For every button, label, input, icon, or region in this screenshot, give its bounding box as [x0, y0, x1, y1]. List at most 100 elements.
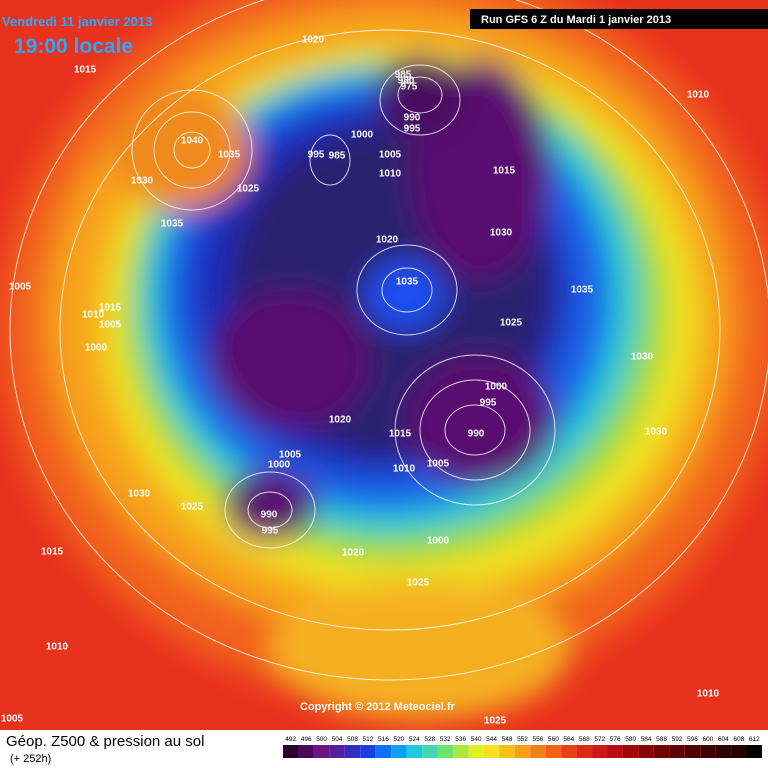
isobar-label: 1010	[687, 90, 710, 101]
legend-swatch	[530, 745, 546, 758]
isobar-label: 1025	[484, 716, 507, 727]
legend-tick: 500	[316, 736, 327, 743]
legend-tick: 592	[672, 736, 683, 743]
legend-swatch	[684, 745, 701, 758]
legend-swatch	[391, 745, 407, 758]
legend-tick: 576	[610, 736, 621, 743]
isobar-label: 1030	[490, 228, 513, 239]
legend-tick: 512	[363, 736, 374, 743]
legend-tick: 568	[579, 736, 590, 743]
isobar-label: 1005	[1, 714, 24, 725]
legend-tick: 584	[641, 736, 652, 743]
isobar-label: 1035	[218, 150, 241, 161]
legend-swatch	[329, 745, 345, 758]
isobar-label: 980	[398, 76, 415, 87]
isobar-label: 1025	[237, 184, 260, 195]
isobar-label: 995	[404, 124, 421, 135]
legend-tick: 596	[687, 736, 698, 743]
legend-tick: 564	[563, 736, 574, 743]
isobar-label: 1020	[342, 548, 365, 559]
legend-tick: 536	[455, 736, 466, 743]
legend-tick: 504	[332, 736, 343, 743]
legend-tick: 540	[471, 736, 482, 743]
isobar-label: 1010	[379, 169, 402, 180]
legend-swatch	[638, 745, 654, 758]
isobar-label: 1005	[379, 150, 402, 161]
legend-tick: 492	[285, 736, 296, 743]
legend-tick: 556	[533, 736, 544, 743]
isobar-label: 1020	[329, 415, 352, 426]
legend-swatch	[452, 745, 469, 758]
legend-swatch	[669, 745, 685, 758]
isobar-label: 1005	[9, 282, 32, 293]
isobar-label: 1010	[82, 310, 105, 321]
legend-swatch	[622, 745, 639, 758]
legend: 492 496 500 504 508 512 516 520 524 528 532 536 540 5…	[283, 736, 762, 758]
legend-swatch	[715, 745, 732, 758]
isobar-label: 1030	[131, 176, 154, 187]
legend-swatch	[375, 745, 392, 758]
legend-tick: 520	[393, 736, 404, 743]
footer-title: Géop. Z500 & pression au sol	[6, 733, 204, 750]
isobar-label: 985	[395, 70, 412, 81]
isobar-label: 1040	[181, 136, 204, 147]
isobar-label: 995	[308, 150, 325, 161]
isobar-label: 1000	[485, 382, 508, 393]
legend-tick: 580	[625, 736, 636, 743]
legend-tick: 604	[718, 736, 729, 743]
legend-tick: 572	[594, 736, 605, 743]
isobar-label: 1035	[161, 219, 184, 230]
isobar-label: 985	[329, 151, 346, 162]
isobar-label: 1005	[427, 459, 450, 470]
isobar-label: 1020	[302, 35, 325, 46]
isobar-label: 975	[401, 82, 418, 93]
isobar-label: 1015	[99, 303, 122, 314]
legend-tick: 600	[702, 736, 713, 743]
legend-swatch	[313, 745, 330, 758]
isobar-label: 1035	[571, 285, 594, 296]
legend-swatch	[731, 745, 747, 758]
legend-tick: 508	[347, 736, 358, 743]
legend-tick: 532	[440, 736, 451, 743]
isobar-label: 990	[468, 429, 485, 440]
isobar-label: 1030	[631, 352, 654, 363]
isobar-label: 1015	[74, 65, 97, 76]
isobar-label: 1000	[427, 536, 450, 547]
isobar-label: 1035	[396, 277, 419, 288]
legend-swatch	[437, 745, 453, 758]
run: Run GFS 6 Z du Mardi 1 janvier 2013	[481, 14, 671, 26]
legend-tick: 496	[301, 736, 312, 743]
legend-swatch	[746, 745, 762, 758]
legend-swatch	[344, 745, 361, 758]
isobar-label: 995	[262, 526, 279, 537]
legend-tick: 588	[656, 736, 667, 743]
legend-tick: 552	[517, 736, 528, 743]
isobar-label: 1025	[500, 318, 523, 329]
isobars	[9, 0, 768, 681]
copyright: Copyright © 2012 Meteociel.fr	[300, 701, 456, 713]
run-box	[470, 9, 768, 29]
isobar-label: 1030	[128, 489, 151, 500]
legend-swatch	[653, 745, 670, 758]
legend-tick: 524	[409, 736, 420, 743]
isobar-label: 1020	[376, 235, 399, 246]
isobar-label: 1015	[493, 166, 516, 177]
isobar-label: 1000	[85, 343, 108, 354]
isobar-label: 1010	[393, 464, 416, 475]
legend-swatch	[422, 745, 438, 758]
legend-swatch	[483, 745, 500, 758]
legend-swatch	[298, 745, 314, 758]
legend-swatch	[576, 745, 593, 758]
isobar-label: 1010	[46, 642, 69, 653]
isobar-label: 990	[404, 113, 421, 124]
isobar-labels: 1020101510109859809759909951040103510009…	[1, 35, 720, 727]
date: Vendredi 11 janvier 2013	[2, 14, 152, 29]
isobar-label: 995	[480, 398, 497, 409]
isobar-label: 1015	[389, 429, 412, 440]
legend-tick: 608	[733, 736, 744, 743]
legend-swatch	[607, 745, 623, 758]
field	[0, 0, 768, 730]
legend-swatch	[360, 745, 376, 758]
isobar-label: 1030	[645, 427, 668, 438]
